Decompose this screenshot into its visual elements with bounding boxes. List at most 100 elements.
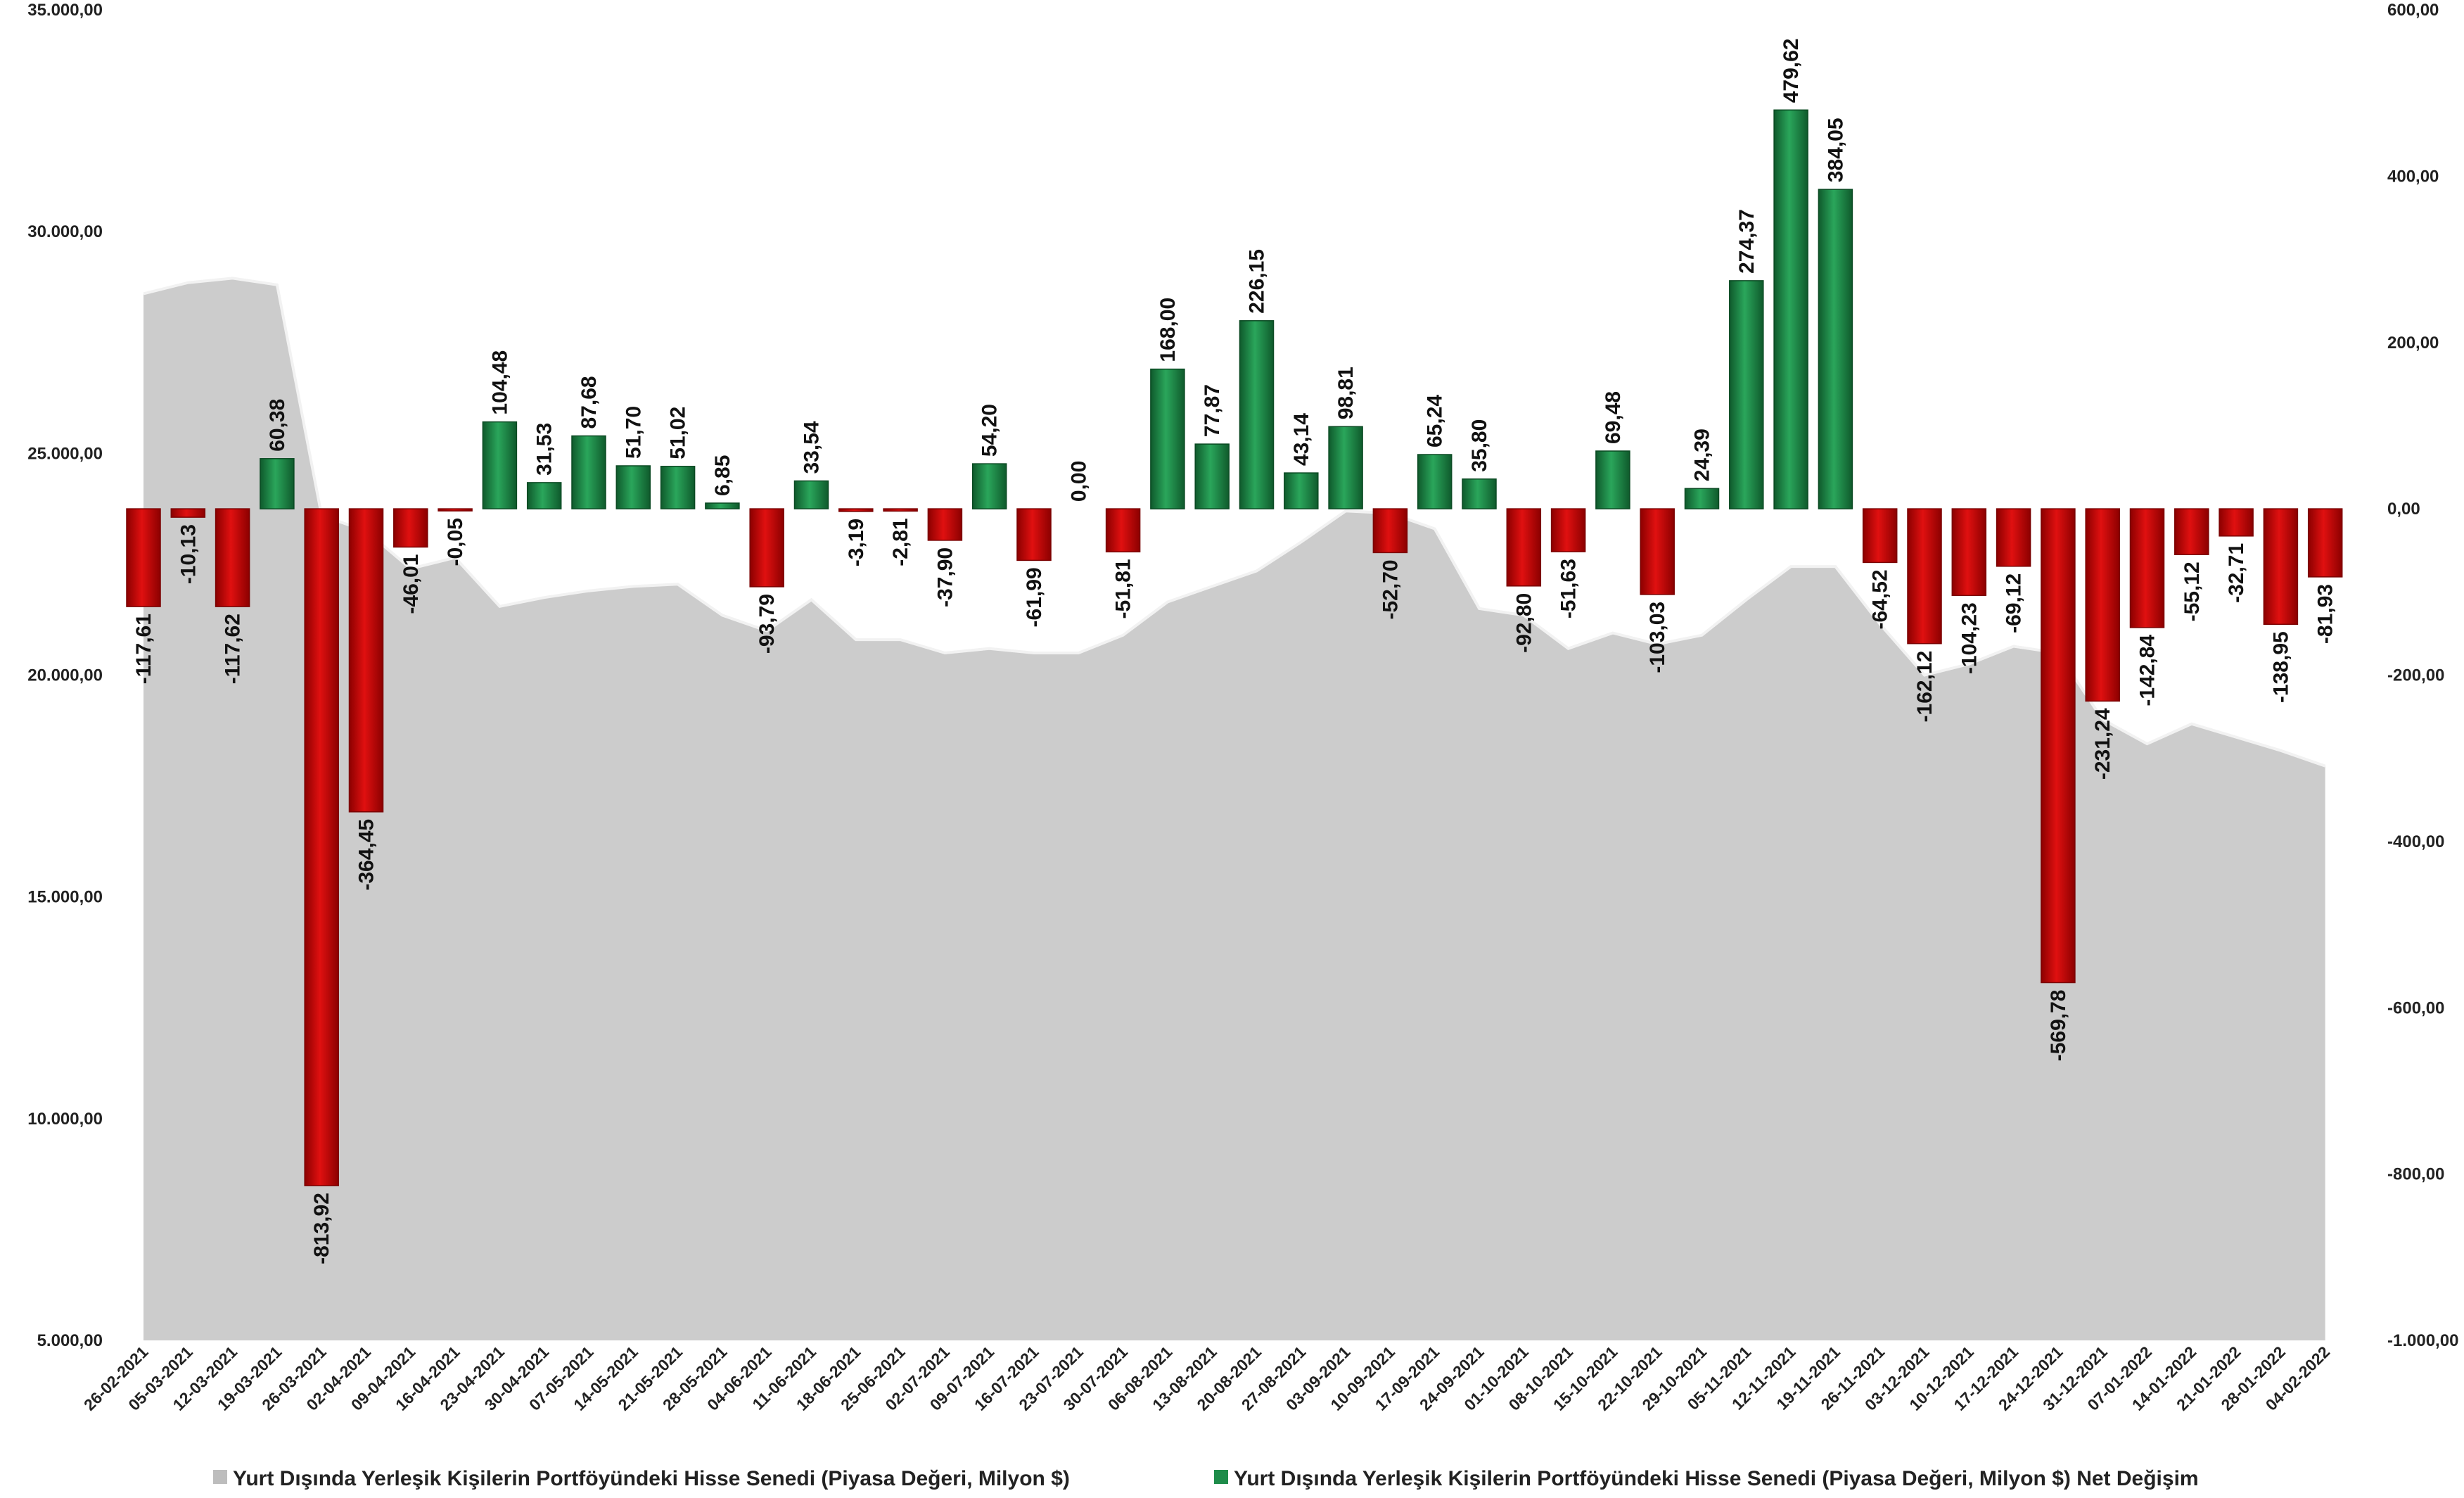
bar-positive (1818, 189, 1853, 509)
bar-negative (749, 508, 784, 588)
area-layer (143, 277, 2326, 1340)
bar-positive (1150, 368, 1185, 509)
bar-positive (971, 463, 1007, 509)
data-label: 0,00 (1067, 461, 1090, 502)
data-label: -61,99 (1023, 567, 1046, 627)
right-tick-label: 400,00 (2387, 167, 2439, 186)
bar-negative (2129, 508, 2165, 628)
data-label: -231,24 (2091, 708, 2114, 780)
bar-positive (1284, 472, 1319, 509)
legend-label-bars: Yurt Dışında Yerleşik Kişilerin Portföyü… (1234, 1467, 2199, 1490)
bar-negative (438, 508, 473, 512)
bar-negative (927, 508, 963, 541)
left-tick-label: 15.000,00 (27, 888, 103, 907)
data-label: 77,87 (1201, 384, 1224, 437)
left-tick-label: 10.000,00 (27, 1110, 103, 1129)
data-label: 384,05 (1824, 118, 1847, 182)
bar-positive (571, 435, 606, 509)
bar-negative (1550, 508, 1586, 552)
data-label: -52,70 (1379, 559, 1402, 619)
bar-positive (1194, 443, 1230, 509)
data-label: -46,01 (400, 554, 423, 614)
bar-negative (1862, 508, 1898, 564)
data-label: 33,54 (800, 421, 824, 474)
data-label: -104,23 (1958, 602, 1981, 674)
data-label: -0,05 (444, 518, 467, 566)
data-label: 479,62 (1780, 39, 1803, 103)
bar-positive (1773, 109, 1808, 509)
bar-negative (2174, 508, 2209, 555)
bar-positive (705, 502, 740, 509)
data-label: 31,53 (533, 423, 556, 476)
legend: Yurt Dışında Yerleşik Kişilerin Portföyü… (213, 1467, 2199, 1490)
data-label: -69,12 (2003, 573, 2026, 633)
bar-negative (304, 508, 339, 1186)
right-tick-label: -1.000,00 (2387, 1331, 2458, 1350)
bar-positive (615, 465, 651, 509)
data-label: -138,95 (2269, 631, 2292, 703)
bar-positive (260, 458, 295, 509)
data-label: 60,38 (266, 399, 289, 452)
data-label: -162,12 (1913, 651, 1936, 723)
right-axis: 600,00 400,00 200,00 0,00 -200,00 -400,00 -600… (2387, 1, 2458, 1350)
x-axis: 26-02-202105-03-202112-03-202119-03-2021… (80, 1343, 2333, 1414)
bar-negative (2307, 508, 2343, 578)
bar-negative (1372, 508, 1408, 554)
bar-negative (883, 508, 918, 512)
left-tick-label: 30.000,00 (27, 222, 103, 241)
bar-negative (1996, 508, 2031, 567)
data-label: 98,81 (1334, 367, 1358, 419)
left-tick-label: 20.000,00 (27, 666, 103, 685)
bar-positive (1595, 450, 1630, 509)
legend-swatch-bars (1214, 1470, 1228, 1484)
data-label: -51,63 (1557, 559, 1581, 618)
data-label: 65,24 (1424, 395, 1447, 448)
bar-positive (1328, 426, 1363, 509)
data-label: -3,19 (845, 519, 868, 566)
data-label: 104,48 (488, 350, 511, 415)
data-label: -569,78 (2047, 990, 2070, 1062)
left-tick-label: 35.000,00 (27, 1, 103, 20)
data-label: 51,70 (622, 406, 645, 459)
bar-positive (1417, 454, 1453, 509)
legend-label-area: Yurt Dışında Yerleşik Kişilerin Portföyü… (233, 1467, 1070, 1490)
legend-swatch-area (213, 1470, 227, 1484)
bar-negative (1105, 508, 1141, 553)
left-axis: 35.000,00 30.000,00 25.000,00 20.000,00 15.0… (27, 1, 103, 1350)
data-label: -81,93 (2314, 584, 2337, 644)
bar-positive (793, 480, 829, 509)
bar-layer (126, 109, 2343, 1186)
right-tick-label: -600,00 (2387, 998, 2444, 1017)
area-series-outline (143, 277, 2326, 768)
data-label: -32,71 (2225, 543, 2248, 603)
data-label: -364,45 (355, 819, 378, 891)
bar-negative (1907, 508, 1942, 645)
bar-negative (170, 508, 206, 518)
bar-negative (838, 508, 874, 512)
bar-negative (1951, 508, 1987, 597)
left-tick-label: 5.000,00 (37, 1331, 103, 1350)
data-label: -92,80 (1512, 593, 1536, 653)
data-label: 24,39 (1691, 429, 1714, 481)
right-tick-label: 600,00 (2387, 1, 2439, 20)
data-label: 54,20 (978, 404, 1002, 457)
data-label: -117,62 (222, 614, 245, 684)
bar-negative (1016, 508, 1052, 561)
data-label-layer: -117,61 -10,13 -117,62 60,38 -813,92 -364,45 -… (132, 39, 2337, 1264)
data-label: 274,37 (1735, 209, 1758, 274)
data-label: -64,52 (1869, 569, 1892, 629)
data-label: -813,92 (310, 1193, 333, 1264)
data-label: -51,81 (1112, 559, 1135, 618)
data-label: -142,84 (2136, 635, 2159, 706)
data-label: 6,85 (711, 455, 734, 496)
data-label: -103,03 (1646, 602, 1669, 673)
bar-negative (2041, 508, 2076, 984)
bar-positive (1239, 320, 1275, 509)
bar-negative (126, 508, 161, 607)
data-label: 87,68 (577, 376, 601, 429)
right-tick-label: 0,00 (2387, 500, 2420, 519)
data-label: 35,80 (1468, 419, 1491, 472)
data-label: 69,48 (1602, 391, 1625, 444)
left-tick-label: 25.000,00 (27, 444, 103, 463)
